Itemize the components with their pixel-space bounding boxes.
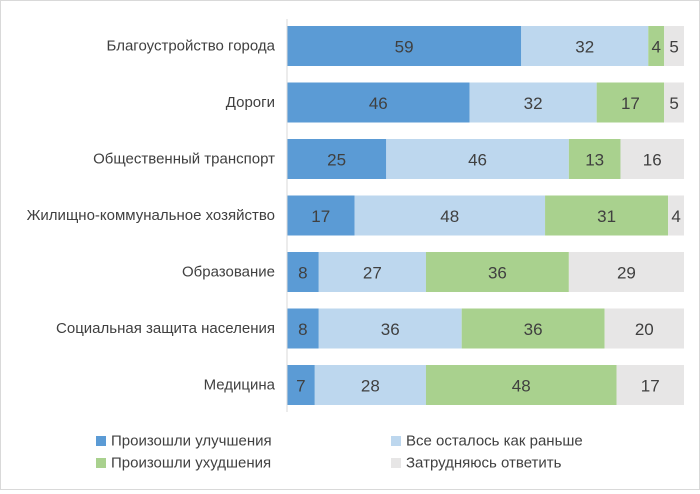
bar-segment [469, 82, 597, 123]
legend-swatch [391, 458, 401, 468]
data-label: 16 [643, 151, 662, 170]
category-label: Медицина [204, 377, 276, 394]
bar-segment [425, 365, 617, 405]
data-label: 46 [468, 151, 487, 170]
bar-segment [616, 365, 684, 405]
data-label: 31 [597, 207, 616, 226]
bar-segment [568, 252, 684, 292]
data-label: 32 [575, 38, 594, 57]
bar-segment [568, 139, 621, 179]
bar-segment [668, 195, 684, 236]
category-label: Общественный транспорт [93, 151, 275, 168]
legend-swatch [391, 436, 401, 446]
data-label: 27 [363, 264, 382, 283]
data-label: 4 [671, 207, 680, 226]
data-label: 4 [651, 38, 660, 57]
bar-segment [287, 195, 355, 236]
category-label: Образование [182, 264, 275, 281]
bar-segment [664, 26, 684, 66]
bar-segment [620, 139, 684, 179]
data-label: 36 [488, 264, 507, 283]
data-label: 8 [298, 264, 307, 283]
data-label: 17 [641, 377, 660, 396]
data-label: 28 [361, 377, 380, 396]
data-label: 59 [395, 38, 414, 57]
data-label: 32 [524, 94, 543, 113]
category-label: Социальная защита населения [56, 320, 275, 337]
bar-segment [287, 365, 315, 405]
data-label: 25 [327, 151, 346, 170]
category-labels-layer: Благоустройство города Дороги Общественный… [27, 38, 276, 394]
legend-swatch [96, 436, 106, 446]
data-label: 5 [669, 94, 678, 113]
bar-segment [287, 139, 387, 179]
data-label: 17 [311, 207, 330, 226]
data-label: 13 [585, 151, 604, 170]
bar-segment [287, 82, 470, 123]
data-label: 36 [524, 320, 543, 339]
legend-item: Затрудняюсь ответить [391, 455, 562, 472]
bar-segment [461, 308, 605, 349]
legend-item: Произошли улучшения [96, 433, 272, 450]
data-label: 8 [298, 320, 307, 339]
category-label: Дороги [226, 94, 275, 111]
bar-segment [425, 252, 569, 292]
data-label: 29 [617, 264, 636, 283]
data-label: 48 [512, 377, 531, 396]
data-label: 46 [369, 94, 388, 113]
bar-segment [545, 195, 669, 236]
bar-segment [664, 82, 684, 123]
bar-segment [314, 365, 426, 405]
legend-label: Все осталось как раньше [406, 433, 583, 450]
legend-label: Произошли улучшения [111, 433, 272, 450]
legend: Произошли улучшения Все осталось как рань… [96, 433, 583, 472]
bar-segment [354, 195, 546, 236]
legend-label: Затрудняюсь ответить [406, 455, 562, 472]
legend-item: Произошли ухудшения [96, 455, 271, 472]
category-label: Жилищно-коммунальное хозяйство [27, 207, 275, 224]
category-label: Благоустройство города [107, 38, 276, 55]
bar-segment [648, 26, 665, 66]
bar-segment [604, 308, 684, 349]
data-label: 7 [296, 377, 305, 396]
bar-segment [596, 82, 665, 123]
bar-segment [287, 252, 319, 292]
bar-segment [287, 26, 522, 66]
legend-item: Все осталось как раньше [391, 433, 583, 450]
bar-segment [318, 308, 462, 349]
legend-swatch [96, 458, 106, 468]
bar-segment [318, 252, 426, 292]
data-label: 17 [621, 94, 640, 113]
data-label: 5 [669, 38, 678, 57]
bar-segment [287, 308, 319, 349]
bar-segment [386, 139, 569, 179]
bar-segment [521, 26, 649, 66]
data-label: 36 [381, 320, 400, 339]
data-label: 48 [440, 207, 459, 226]
legend-label: Произошли ухудшения [111, 455, 271, 472]
data-label: 20 [635, 320, 654, 339]
